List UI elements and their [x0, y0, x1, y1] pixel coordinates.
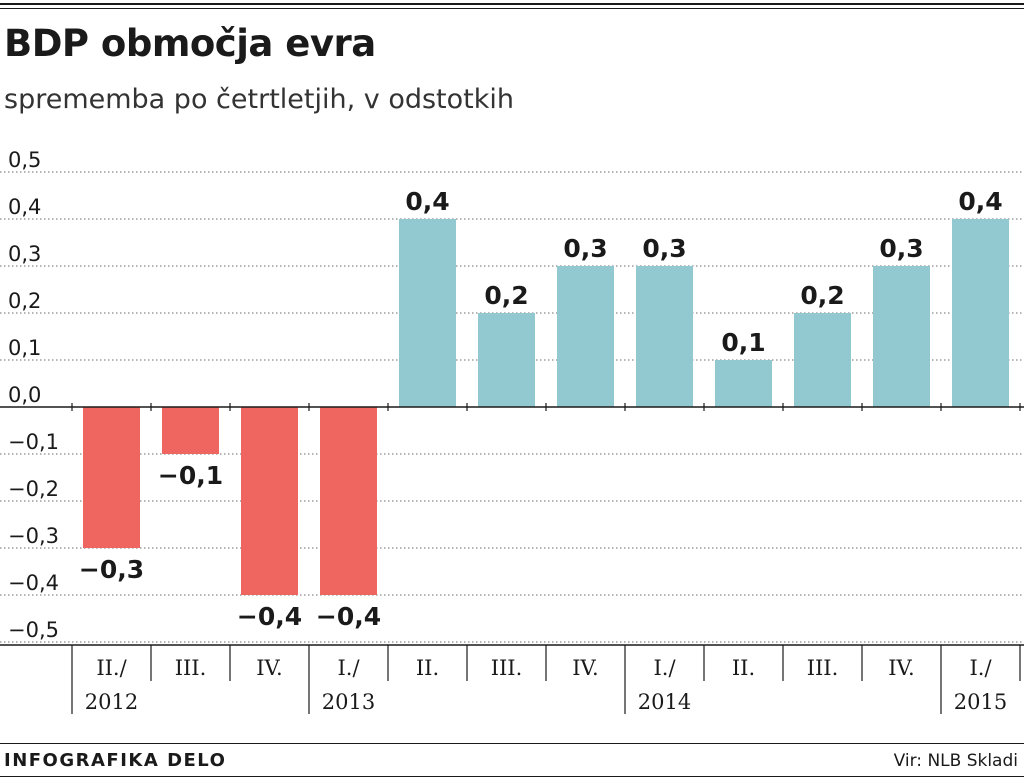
chart-subtitle: sprememba po četrtletjih, v odstotkih: [4, 84, 514, 115]
bar: [162, 407, 219, 454]
y-tick-label: −0,4: [8, 571, 59, 595]
top-rule: [0, 3, 1024, 5]
y-tick-label: 0,1: [8, 336, 41, 360]
x-tick-label: III.: [491, 656, 523, 680]
data-label: −0,1: [158, 461, 223, 490]
x-tick-label: III.: [175, 656, 207, 680]
footer-source: Vir: NLB Skladi: [893, 751, 1018, 771]
y-tick-label: −0,5: [8, 618, 59, 642]
x-tick-label: I./: [653, 656, 676, 680]
y-tick-label: 0,2: [8, 289, 41, 313]
x-tick-label: 2015: [954, 690, 1007, 714]
data-label: 0,2: [484, 281, 528, 310]
y-tick-label: 0,5: [8, 148, 41, 172]
bar-layer: [83, 219, 1009, 595]
data-label: −0,4: [237, 602, 302, 631]
x-tick-label: I./: [337, 656, 360, 680]
y-tick-label: −0,3: [8, 524, 59, 548]
bar: [557, 266, 614, 407]
axis-layer: 0,5 0,4 0,3 0,2 0,1 0,0 −0,1 −0,2 −0,3 −0,4 −0,5 II…: [0, 148, 1024, 714]
y-tick-label: 0,4: [8, 195, 41, 219]
bar: [952, 219, 1009, 407]
data-label: 0,3: [642, 234, 686, 263]
bar: [715, 360, 772, 407]
bar-chart: −0,3 −0,1 −0,4 −0,4 0,4 0,2 0,3 0,3 0,1 0,2 0,3 0,4…: [0, 148, 1024, 714]
bar: [241, 407, 298, 595]
x-tick-label: 2014: [638, 690, 691, 714]
top-rule-thin: [0, 8, 1024, 9]
bar: [320, 407, 377, 595]
bar: [636, 266, 693, 407]
bar: [83, 407, 140, 548]
bar: [478, 313, 535, 407]
data-label: 0,4: [958, 187, 1002, 216]
label-layer: −0,3 −0,1 −0,4 −0,4 0,4 0,2 0,3 0,3 0,1 0,2 0,3 0,4: [79, 187, 1003, 631]
data-label: −0,3: [79, 555, 144, 584]
y-tick-label: 0,0: [8, 383, 41, 407]
data-label: 0,3: [563, 234, 607, 263]
x-tick-label: II.: [416, 656, 439, 680]
x-tick-label: II./: [96, 656, 127, 680]
x-tick-label: III.: [807, 656, 839, 680]
x-tick-label: IV.: [256, 656, 282, 680]
x-tick-label: IV.: [888, 656, 914, 680]
data-label: −0,4: [316, 602, 381, 631]
data-label: 0,4: [405, 187, 449, 216]
data-label: 0,3: [879, 234, 923, 263]
footer-credit: INFOGRAFIKA DELO: [4, 750, 227, 771]
bottom-rule: [0, 776, 1024, 777]
bar: [873, 266, 930, 407]
x-tick-label: 2013: [322, 690, 375, 714]
bar: [399, 219, 456, 407]
data-label: 0,1: [721, 328, 765, 357]
y-tick-label: −0,1: [8, 430, 59, 454]
x-tick-label: 2012: [85, 690, 138, 714]
data-label: 0,2: [800, 281, 844, 310]
x-tick-label: IV.: [572, 656, 598, 680]
y-tick-label: −0,2: [8, 477, 59, 501]
footer-rule: [0, 743, 1024, 744]
bar: [794, 313, 851, 407]
x-tick-label: II.: [732, 656, 755, 680]
y-tick-label: 0,3: [8, 242, 41, 266]
x-tick-label: I./: [969, 656, 992, 680]
chart-title: BDP območja evra: [4, 22, 376, 65]
